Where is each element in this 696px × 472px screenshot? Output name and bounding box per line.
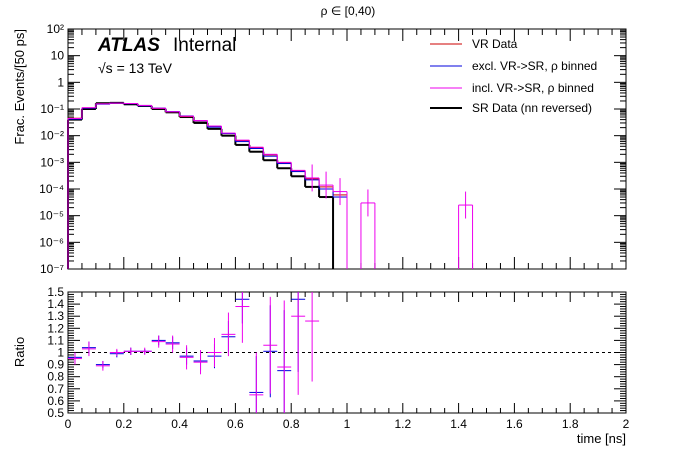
legend-entry-sr-data: SR Data (nn reversed) bbox=[430, 101, 592, 115]
main-y-tick-labels: 10⁻⁷ 10⁻⁶ 10⁻⁵ 10⁻⁴ 10⁻³ 10⁻² 10⁻¹ 1 10 10² bbox=[39, 22, 64, 276]
main-y-tick-label: 10⁻⁴ bbox=[39, 182, 64, 196]
x-tick-label: 1 bbox=[344, 417, 351, 431]
main-y-tick-label: 10⁻¹ bbox=[40, 102, 64, 116]
x-tick-label: 1.6 bbox=[506, 417, 523, 431]
main-y-tick-label: 10² bbox=[47, 22, 64, 36]
atlas-status-text: Internal bbox=[173, 35, 236, 56]
ratio-y-tick-label: 1.4 bbox=[47, 297, 64, 311]
legend-entry-excl: excl. VR->SR, ρ binned bbox=[430, 59, 597, 73]
legend-label-vr-data: VR Data bbox=[472, 37, 518, 51]
ratio-x-tick-labels: 0 0.2 0.4 0.6 0.8 1 1.2 1.4 1.6 1.8 2 bbox=[65, 417, 630, 431]
ratio-y-tick-label: 1.2 bbox=[47, 321, 64, 335]
energy-label: √s = 13 TeV bbox=[98, 60, 173, 76]
x-tick-label: 0.4 bbox=[171, 417, 188, 431]
ratio-axis-ticks bbox=[67, 291, 627, 414]
atlas-label: ATLAS Internal √s = 13 TeV bbox=[97, 35, 236, 76]
x-tick-label: 2 bbox=[623, 417, 630, 431]
ratio-y-tick-label: 1.5 bbox=[47, 285, 64, 299]
legend-entry-incl: incl. VR->SR, ρ binned bbox=[430, 81, 594, 95]
atlas-logo-text: ATLAS bbox=[97, 35, 160, 56]
main-y-tick-label: 10 bbox=[51, 49, 65, 63]
x-tick-label: 0.6 bbox=[227, 417, 244, 431]
ratio-panel: 0.50.60.70.80.911.11.21.31.41.5 0 0.2 0.4 0… bbox=[47, 285, 629, 431]
ratio-y-tick-label: 0.9 bbox=[47, 358, 64, 372]
ratio-y-tick-label: 0.7 bbox=[47, 382, 64, 396]
ratio-y-tick-label: 1.3 bbox=[47, 309, 64, 323]
main-panel: 10⁻⁷ 10⁻⁶ 10⁻⁵ 10⁻⁴ 10⁻³ 10⁻² 10⁻¹ 1 10 10² bbox=[39, 22, 627, 276]
ratio-points bbox=[68, 292, 320, 413]
x-tick-label: 1.2 bbox=[394, 417, 411, 431]
main-y-tick-label: 10⁻⁶ bbox=[39, 235, 64, 249]
ratio-series-1 bbox=[68, 292, 320, 413]
x-tick-label: 1.4 bbox=[450, 417, 467, 431]
ratio-y-tick-labels: 0.50.60.70.80.911.11.21.31.41.5 bbox=[47, 285, 64, 420]
legend-entry-vr-data: VR Data bbox=[430, 37, 518, 51]
hist-3 bbox=[67, 101, 335, 269]
legend-label-incl: incl. VR->SR, ρ binned bbox=[472, 81, 594, 95]
main-histograms bbox=[67, 101, 474, 269]
ratio-y-tick-label: 1.1 bbox=[47, 333, 64, 347]
legend-label-sr-data: SR Data (nn reversed) bbox=[472, 101, 592, 115]
ratio-y-tick-label: 0.5 bbox=[47, 406, 64, 420]
main-y-tick-label: 10⁻³ bbox=[40, 155, 64, 169]
main-y-tick-label: 10⁻² bbox=[40, 129, 64, 143]
main-y-tick-label: 1 bbox=[57, 75, 64, 89]
x-axis-title: time [ns] bbox=[577, 431, 626, 446]
x-tick-label: 0.2 bbox=[115, 417, 132, 431]
ratio-y-tick-label: 0.8 bbox=[47, 370, 64, 384]
main-y-tick-label: 10⁻⁷ bbox=[40, 262, 64, 276]
x-tick-label: 1.8 bbox=[562, 417, 579, 431]
plot-title: ρ ∈ [0,40) bbox=[321, 4, 376, 18]
ratio-y-axis-title: Ratio bbox=[12, 337, 27, 367]
main-y-axis-title: Frac. Events/[50 ps] bbox=[12, 29, 27, 145]
main-axis-ticks bbox=[67, 28, 627, 270]
ratio-y-tick-label: 0.6 bbox=[47, 394, 64, 408]
x-tick-label: 0 bbox=[65, 417, 72, 431]
x-tick-label: 0.8 bbox=[283, 417, 300, 431]
hist-2 bbox=[67, 102, 474, 269]
main-y-tick-label: 10⁻⁵ bbox=[39, 209, 64, 223]
ratio-y-tick-label: 1 bbox=[57, 346, 64, 360]
legend-label-excl: excl. VR->SR, ρ binned bbox=[472, 59, 597, 73]
legend: VR Data excl. VR->SR, ρ binned incl. VR-… bbox=[430, 37, 597, 115]
